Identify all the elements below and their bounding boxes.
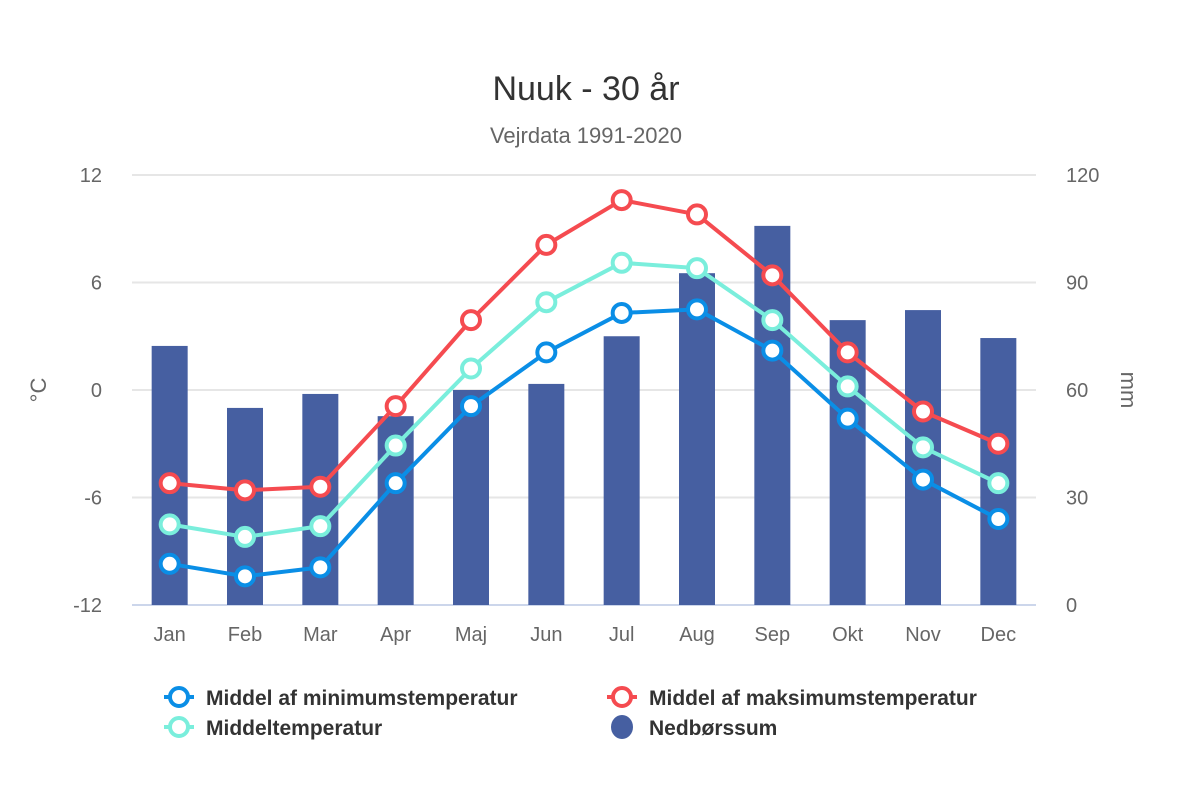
- legend-label: Middel af maksimumstemperatur: [649, 687, 977, 710]
- right-tick-label: 60: [1066, 380, 1088, 402]
- precipitation-bar: [603, 336, 640, 605]
- legend-label: Nedbørssum: [649, 717, 777, 740]
- data-point-marker: [309, 475, 332, 498]
- legend: Middel af minimumstemperatur Middel af ma…: [164, 686, 977, 740]
- precipitation-bar: [829, 320, 866, 605]
- x-tick-label: Sep: [755, 624, 791, 646]
- data-point-marker: [234, 479, 256, 502]
- data-point-marker: [384, 395, 407, 418]
- left-axis-title: °C: [26, 378, 51, 403]
- data-point-marker: [610, 251, 633, 274]
- gridlines: [132, 174, 1036, 606]
- data-point-marker: [761, 339, 784, 362]
- precipitation-bar: [528, 383, 565, 605]
- data-point-marker: [535, 233, 558, 256]
- x-tick-label: Nov: [905, 624, 941, 646]
- chart-subtitle: Vejrdata 1991-2020: [490, 123, 682, 148]
- left-tick-label: -6: [84, 488, 102, 510]
- data-point-marker: [384, 434, 407, 457]
- series-middel-af-maksimumstemperatur: [158, 189, 1010, 502]
- temperature-lines: [158, 189, 1010, 588]
- x-tick-label: Feb: [228, 624, 262, 646]
- legend-marker-icon: [168, 716, 190, 738]
- legend-item[interactable]: Middel af minimumstemperatur: [164, 686, 518, 710]
- precipitation-bar: [980, 338, 1017, 605]
- data-point-marker: [686, 298, 708, 321]
- left-tick-label: 0: [91, 380, 102, 402]
- series-middel-af-minimumstemperatur: [158, 298, 1010, 588]
- legend-item[interactable]: Middel af maksimumstemperatur: [607, 686, 977, 710]
- left-tick-label: 12: [80, 165, 102, 187]
- x-tick-label: Okt: [832, 624, 864, 646]
- data-point-marker: [912, 400, 934, 423]
- data-point-marker: [912, 436, 934, 459]
- legend-item[interactable]: Nedbørssum: [611, 715, 777, 740]
- x-tick-label: Jul: [609, 624, 635, 646]
- data-point-marker: [686, 257, 708, 280]
- legend-marker-icon: [168, 686, 190, 708]
- data-point-marker: [309, 556, 332, 579]
- data-point-marker: [384, 472, 407, 495]
- right-tick-label: 0: [1066, 595, 1077, 617]
- data-point-marker: [686, 203, 708, 226]
- left-tick-label: 6: [91, 273, 102, 295]
- series-line: [169, 260, 1000, 539]
- x-tick-label: Mar: [303, 624, 338, 646]
- legend-item[interactable]: Middeltemperatur: [164, 716, 382, 740]
- data-point-marker: [460, 309, 482, 332]
- data-point-marker: [460, 395, 482, 418]
- data-point-marker: [912, 468, 934, 491]
- x-tick-label: Apr: [380, 624, 411, 646]
- data-point-marker: [761, 264, 784, 287]
- legend-label: Middel af minimumstemperatur: [206, 687, 518, 710]
- data-point-marker: [158, 513, 181, 536]
- precipitation-bar: [679, 273, 715, 605]
- x-tick-label: Jun: [530, 624, 562, 646]
- x-tick-label: Aug: [679, 624, 715, 646]
- data-point-marker: [836, 407, 859, 430]
- legend-label: Middeltemperatur: [206, 717, 382, 740]
- data-point-marker: [987, 432, 1010, 455]
- data-point-marker: [158, 472, 181, 495]
- legend-dot-icon: [611, 715, 633, 739]
- x-tick-label: Dec: [981, 624, 1017, 646]
- chart-title: Nuuk - 30 år: [492, 70, 679, 108]
- data-point-marker: [761, 309, 784, 332]
- right-tick-label: 120: [1066, 165, 1099, 187]
- data-point-marker: [836, 341, 859, 364]
- data-point-marker: [610, 301, 633, 324]
- x-tick-label: Jan: [154, 624, 186, 646]
- precipitation-bars: [151, 225, 1017, 605]
- data-point-marker: [535, 291, 558, 314]
- data-point-marker: [460, 357, 482, 380]
- left-axis-ticks: -12 -6 0 6 12: [73, 165, 102, 617]
- data-point-marker: [610, 189, 633, 212]
- series-line: [169, 198, 1000, 493]
- data-point-marker: [987, 472, 1010, 495]
- data-point-marker: [234, 565, 256, 588]
- right-tick-label: 90: [1066, 273, 1088, 295]
- x-axis-ticks: Jan Feb Mar Apr Maj Jun Jul Aug Sep Okt Nov Dec: [154, 624, 1017, 646]
- data-point-marker: [535, 341, 558, 364]
- data-point-marker: [309, 515, 332, 538]
- series-line: [169, 307, 1000, 579]
- right-axis-ticks: 0 30 60 90 120: [1066, 165, 1099, 617]
- left-tick-label: -12: [73, 595, 102, 617]
- data-point-marker: [987, 508, 1010, 530]
- x-tick-label: Maj: [455, 624, 487, 646]
- data-point-marker: [836, 375, 859, 398]
- right-axis-title: mm: [1116, 372, 1141, 409]
- data-point-marker: [234, 525, 256, 548]
- right-tick-label: 30: [1066, 488, 1088, 510]
- legend-marker-icon: [611, 686, 633, 708]
- data-point-marker: [158, 552, 181, 575]
- precipitation-bar: [453, 390, 489, 605]
- series-middeltemperatur: [158, 251, 1010, 548]
